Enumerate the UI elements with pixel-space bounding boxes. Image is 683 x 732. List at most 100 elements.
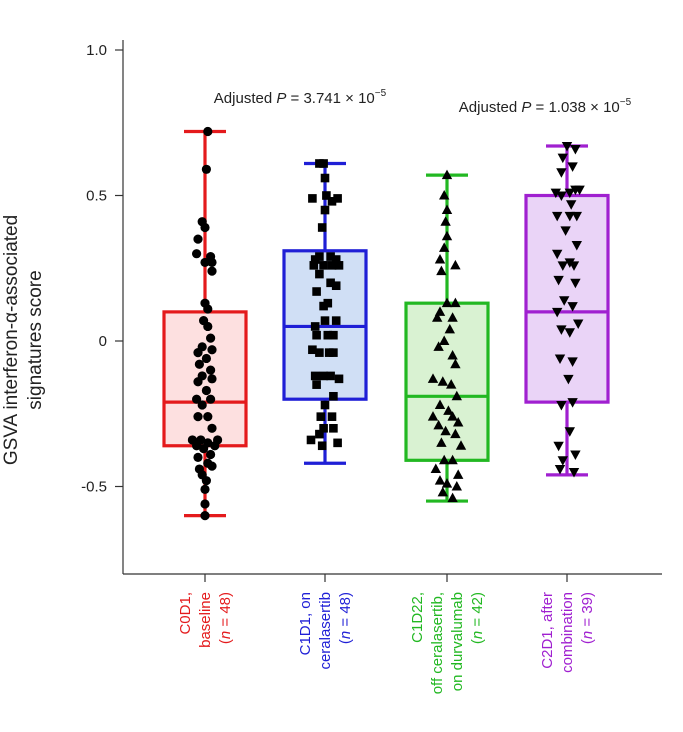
data-point <box>556 325 567 335</box>
data-point <box>571 211 582 222</box>
data-point <box>564 328 575 338</box>
data-point <box>556 191 567 201</box>
data-point <box>309 261 319 270</box>
p-value-annotation: Adjusted P = 1.038 × 10−5 <box>459 97 632 116</box>
data-point <box>206 449 216 460</box>
data-point <box>192 249 202 259</box>
data-point <box>319 261 328 270</box>
data-point <box>334 374 344 384</box>
data-point <box>430 463 441 474</box>
data-point <box>561 142 573 152</box>
data-point <box>568 261 580 271</box>
annotations: Adjusted P = 3.741 × 10−5 Adjusted P = 1.… <box>214 88 632 116</box>
data-point <box>310 371 320 381</box>
data-point <box>199 444 209 454</box>
data-point <box>439 242 450 252</box>
data-point <box>573 319 584 330</box>
data-point <box>455 440 467 450</box>
data-point <box>192 441 202 451</box>
data-point <box>432 312 443 322</box>
data-point <box>310 322 320 331</box>
category-labels: C0D1, baseline (n = 48) C1D1, on ceralaserti… <box>177 592 596 694</box>
data-point <box>315 269 324 279</box>
y-ticks: 1.0 0.5 0 -0.5 <box>81 42 123 496</box>
y-tick-label: -0.5 <box>81 479 107 496</box>
data-point <box>320 205 330 215</box>
data-point <box>570 450 581 460</box>
data-point <box>447 492 458 503</box>
data-point <box>331 255 341 264</box>
data-point <box>434 254 446 264</box>
data-point <box>453 416 464 427</box>
category-label-line: on durvalumab <box>449 592 466 691</box>
data-point <box>451 390 462 401</box>
data-point <box>312 287 321 296</box>
data-point <box>200 510 210 521</box>
category-label-line: off ceralasertib, <box>429 592 446 694</box>
data-point <box>193 234 203 244</box>
data-point <box>451 481 462 491</box>
data-point <box>329 391 338 401</box>
data-point <box>329 348 338 357</box>
category-label-line: (n = 48) <box>337 592 354 644</box>
p-value-annotation: Adjusted P = 3.741 × 10−5 <box>214 88 387 107</box>
data-point <box>207 266 217 276</box>
data-point <box>197 400 207 410</box>
data-point <box>427 373 439 383</box>
data-point <box>447 454 458 465</box>
data-point <box>334 261 344 270</box>
y-tick-label: 0 <box>99 333 107 350</box>
data-point <box>331 316 341 325</box>
data-point <box>564 211 575 222</box>
data-point <box>450 259 461 270</box>
data-point <box>443 405 454 415</box>
data-point <box>194 359 204 369</box>
data-point <box>317 441 327 451</box>
data-point <box>552 249 563 260</box>
data-point <box>436 265 447 276</box>
box-group <box>282 159 368 582</box>
data-point <box>433 341 444 351</box>
data-point <box>201 476 211 486</box>
box-group <box>524 142 610 582</box>
data-point <box>207 461 217 471</box>
data-point <box>326 278 335 288</box>
data-point <box>323 330 333 340</box>
data-point <box>552 307 563 318</box>
y-tick-label: 0.5 <box>86 188 107 205</box>
data-point <box>557 456 568 466</box>
data-point <box>554 354 566 364</box>
data-point <box>206 333 216 343</box>
data-point <box>201 385 211 396</box>
data-point <box>564 258 575 268</box>
data-point <box>559 296 570 306</box>
y-axis-label-line-1: GSVA interferon-α-associated <box>1 215 22 465</box>
data-point <box>567 357 578 367</box>
data-point <box>436 437 447 447</box>
data-point <box>440 216 451 226</box>
data-point <box>333 194 342 203</box>
data-point <box>203 412 213 422</box>
data-point <box>433 419 444 430</box>
category-label-line: combination <box>559 592 576 673</box>
data-point <box>437 486 448 497</box>
category-label-line: C1D1, on <box>297 592 314 655</box>
data-point <box>570 144 581 155</box>
data-point <box>192 394 202 404</box>
data-point <box>331 281 341 291</box>
data-point <box>319 371 328 381</box>
data-point <box>206 365 216 375</box>
data-point <box>203 126 213 137</box>
data-point <box>193 377 203 387</box>
category-label-line: (n = 42) <box>469 592 486 644</box>
data-point <box>210 441 220 451</box>
data-point <box>556 168 567 178</box>
data-point <box>203 321 213 332</box>
data-point <box>450 297 461 308</box>
data-point <box>450 358 461 369</box>
data-point <box>446 379 457 389</box>
data-point <box>200 222 210 233</box>
data-point <box>320 316 330 325</box>
data-point <box>574 185 585 196</box>
